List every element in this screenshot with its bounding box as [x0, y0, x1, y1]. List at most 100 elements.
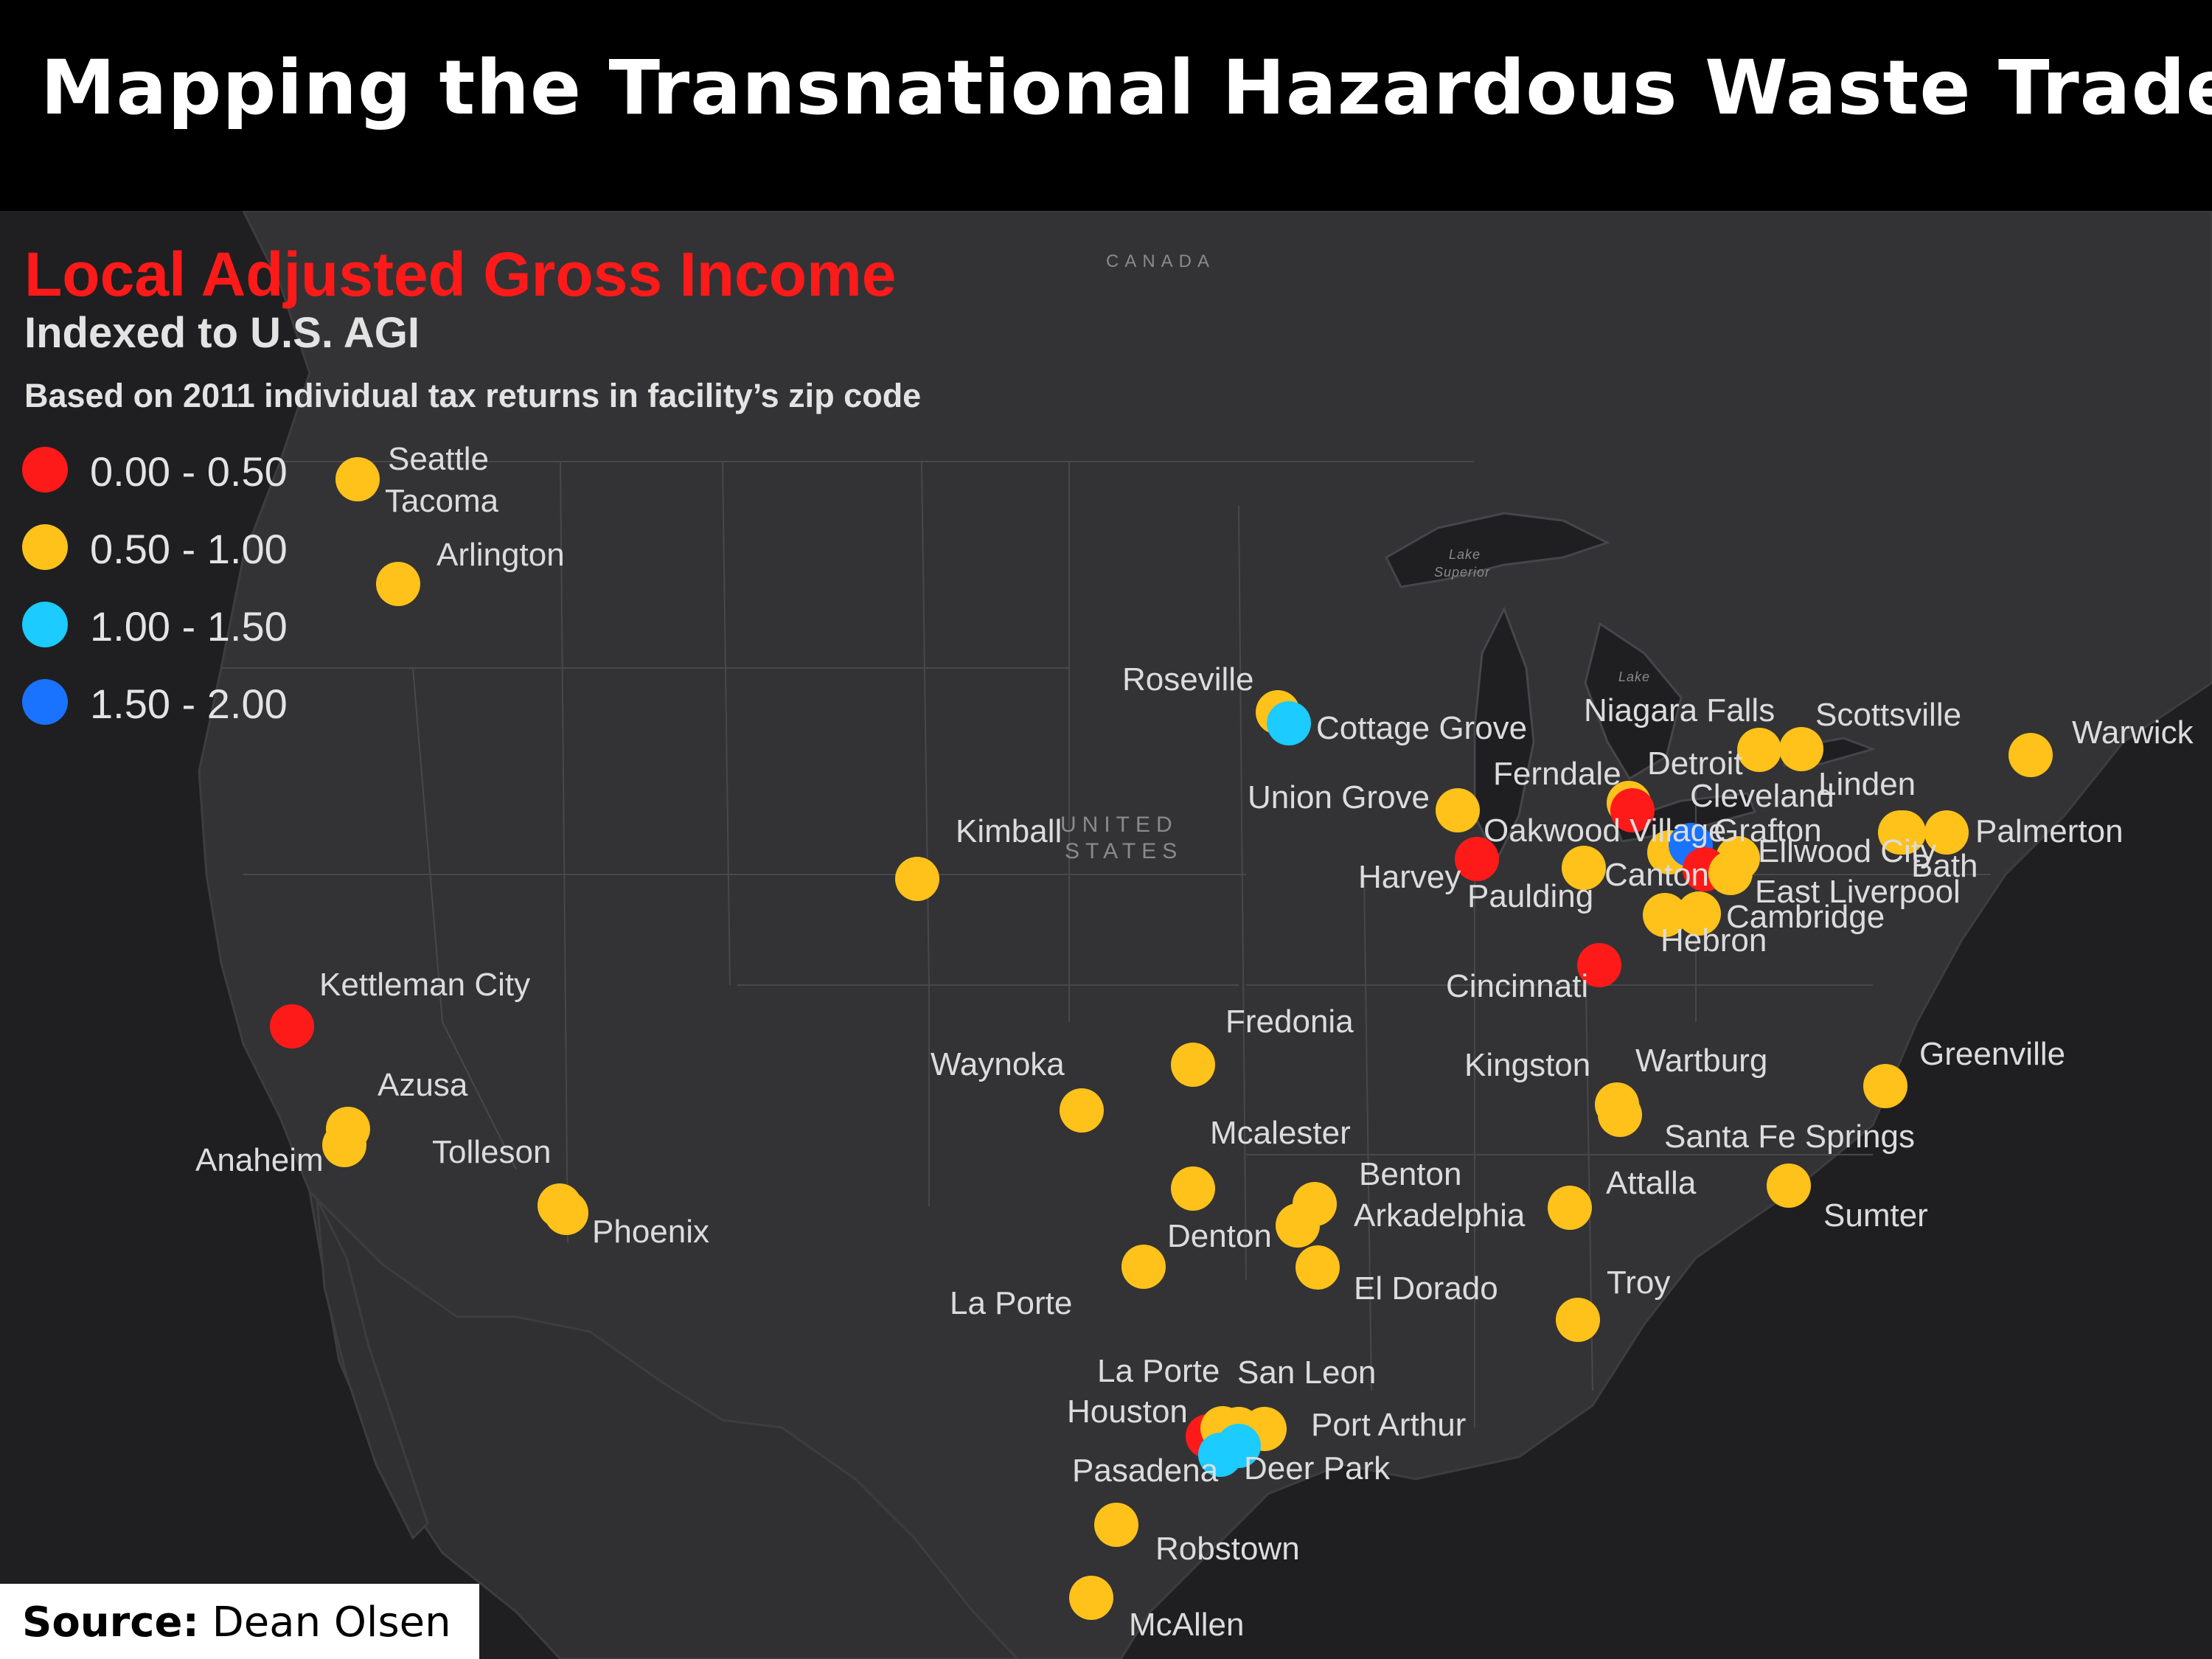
site-marker-seattle-tacoma[interactable] [335, 457, 380, 501]
site-label: Grafton [1714, 813, 1822, 849]
legend-label: 1.50 - 2.00 [90, 681, 288, 727]
site-label: Santa Fe Springs [1664, 1119, 1915, 1155]
site-marker-phoenix[interactable] [544, 1191, 588, 1235]
site-marker-harvey[interactable] [1455, 837, 1499, 881]
site-marker-cincinnati[interactable] [1577, 943, 1621, 987]
site-label: Scottsville [1815, 697, 1961, 733]
site-marker-waynoka[interactable] [1060, 1088, 1104, 1133]
site-marker-attalla[interactable] [1548, 1186, 1592, 1230]
site-marker-fredonia[interactable] [1171, 1043, 1215, 1087]
site-marker-deer-park[interactable] [1217, 1424, 1261, 1468]
site-label: Arlington [437, 537, 565, 573]
site-marker-denton[interactable] [1121, 1245, 1166, 1289]
site-marker-ellwood-city[interactable] [1882, 810, 1926, 855]
site-label: Deer Park [1244, 1450, 1391, 1486]
site-marker-niagara-falls[interactable] [1737, 728, 1781, 772]
site-label: El Dorado [1354, 1270, 1498, 1307]
site-label: Niagara Falls [1584, 692, 1775, 728]
site-marker-arlington[interactable] [376, 562, 420, 606]
site-marker-scottsville[interactable] [1779, 727, 1823, 771]
legend-subtitle: Indexed to U.S. AGI [24, 309, 420, 357]
site-label: Wartburg [1635, 1043, 1767, 1079]
site-marker-robstown[interactable] [1094, 1503, 1138, 1547]
site-marker-paulding[interactable] [1562, 846, 1606, 890]
site-marker-wartburg[interactable] [1598, 1093, 1642, 1137]
legend-swatch [22, 679, 68, 725]
legend-label: 0.50 - 1.00 [90, 526, 288, 572]
site-marker-cambridge[interactable] [1677, 891, 1721, 936]
site-label: Arkadelphia [1354, 1197, 1526, 1234]
site-label: Canton [1604, 857, 1709, 893]
site-marker-kettleman-city[interactable] [270, 1004, 314, 1048]
site-marker-santa-fe-springs[interactable] [1767, 1164, 1811, 1208]
lake-superior-label-2: Superior [1434, 565, 1490, 580]
site-label: Phoenix [592, 1214, 709, 1250]
site-label: Robstown [1155, 1531, 1300, 1567]
site-marker-arkadelphia[interactable] [1276, 1203, 1320, 1248]
site-label: McAllen [1129, 1607, 1245, 1643]
site-label: Palmerton [1975, 813, 2124, 849]
site-label: Greenville [1919, 1036, 2065, 1072]
source-name: Dean Olsen [212, 1599, 451, 1646]
site-label: Oakwood Village [1484, 813, 1726, 849]
site-marker-greenville[interactable] [1863, 1064, 1907, 1108]
site-label: Cambridge [1726, 899, 1885, 935]
site-label: Ellwood City [1758, 833, 1936, 869]
map-area[interactable]: CANADA UNITED STATES Lake Superior Lake … [0, 211, 2212, 1659]
legend-swatch [22, 447, 68, 493]
site-label: Pasadena [1072, 1453, 1219, 1489]
site-marker-detroit[interactable] [1610, 788, 1655, 832]
site-marker-mcalester[interactable] [1171, 1166, 1215, 1211]
site-label: Houston [1067, 1394, 1188, 1430]
site-label: Tacoma [385, 483, 499, 519]
legend-label: 0.00 - 0.50 [90, 448, 288, 495]
site-marker-east-liverpool[interactable] [1708, 851, 1753, 895]
source-box: Source: Dean Olsen [0, 1584, 479, 1659]
site-marker-union-grove[interactable] [1436, 788, 1480, 832]
site-label: Denton [1167, 1218, 1272, 1254]
site-label: Warwick [2072, 714, 2194, 751]
site-label: Waynoka [931, 1046, 1065, 1082]
site-label: San Leon [1237, 1354, 1376, 1391]
site-label: Azusa [378, 1067, 468, 1103]
site-label: Troy [1607, 1265, 1670, 1301]
base-map[interactable]: CANADA UNITED STATES Lake Superior Lake … [0, 211, 2212, 1659]
site-marker-hebron[interactable] [1643, 893, 1687, 937]
site-label: La Porte [1097, 1353, 1220, 1389]
site-label: Union Grove [1248, 779, 1430, 815]
site-label: Linden [1818, 766, 1916, 802]
site-marker-warwick[interactable] [2008, 733, 2053, 777]
site-marker-troy[interactable] [1556, 1298, 1600, 1342]
site-marker-mcallen[interactable] [1069, 1576, 1113, 1620]
site-marker-palmerton[interactable] [1924, 810, 1969, 855]
source-prefix: Source: [22, 1599, 199, 1646]
site-marker-cottage-grove[interactable] [1267, 701, 1311, 745]
site-label: Ferndale [1493, 756, 1621, 792]
site-label: Cottage Grove [1316, 710, 1527, 746]
site-label: Tolleson [432, 1134, 551, 1170]
lake-superior-label-1: Lake [1449, 547, 1481, 562]
legend-label: 1.00 - 1.50 [90, 603, 288, 650]
states-label: STATES [1065, 839, 1183, 863]
united-label: UNITED [1060, 813, 1178, 837]
site-label: Anaheim [195, 1142, 324, 1178]
site-markers [270, 457, 2053, 1620]
site-label: Kimball [956, 813, 1062, 849]
site-label: Cleveland [1690, 778, 1834, 814]
site-label: Benton [1359, 1156, 1461, 1192]
site-label: Kingston [1464, 1047, 1590, 1083]
site-marker-anaheim[interactable] [322, 1123, 366, 1167]
site-marker-kimball[interactable] [895, 857, 939, 901]
site-label: Roseville [1122, 661, 1254, 698]
site-label: Sumter [1823, 1197, 1928, 1234]
legend-basis: Based on 2011 individual tax returns in … [24, 377, 922, 414]
site-label: La Porte [950, 1285, 1072, 1321]
site-label: Port Arthur [1311, 1407, 1466, 1443]
site-label: Paulding [1467, 878, 1593, 914]
site-label: East Liverpool [1755, 874, 1961, 910]
site-marker-el-dorado[interactable] [1295, 1245, 1340, 1290]
source-credit: Source: Dean Olsen [22, 1599, 451, 1646]
legend-swatch [22, 602, 68, 647]
legend-swatch [22, 524, 68, 570]
site-label: Hebron [1660, 922, 1767, 959]
